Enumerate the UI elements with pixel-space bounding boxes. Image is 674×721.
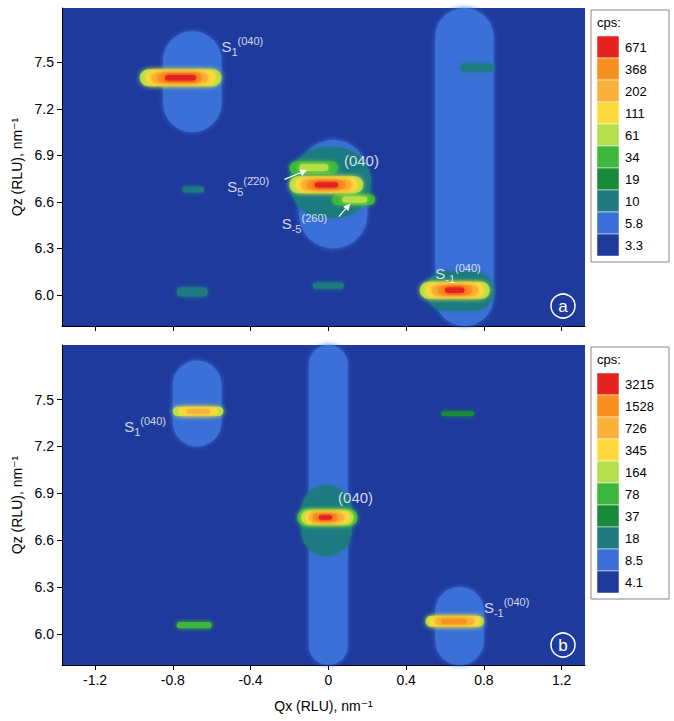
svg-text:(040): (040) (344, 152, 379, 169)
svg-text:-1: -1 (445, 273, 455, 285)
svg-text:111: 111 (625, 106, 645, 121)
svg-text:0: 0 (324, 672, 332, 688)
svg-text:6.9: 6.9 (35, 485, 55, 501)
svg-text:-0.4: -0.4 (239, 672, 263, 688)
svg-text:Qz (RLU), nm⁻¹: Qz (RLU), nm⁻¹ (9, 117, 25, 216)
svg-text:726: 726 (625, 421, 647, 436)
svg-text:368: 368 (625, 62, 647, 77)
svg-text:S: S (221, 38, 231, 55)
svg-text:4.1: 4.1 (625, 575, 643, 590)
svg-text:-0.8: -0.8 (161, 672, 185, 688)
svg-text:S: S (227, 178, 237, 195)
svg-text:7.2: 7.2 (35, 101, 55, 117)
svg-text:34: 34 (625, 150, 639, 165)
svg-text:345: 345 (625, 443, 647, 458)
svg-text:10: 10 (625, 194, 639, 209)
svg-text:6.9: 6.9 (35, 147, 55, 163)
svg-text:1: 1 (231, 46, 237, 58)
svg-text:S: S (435, 265, 445, 282)
svg-text:7.2: 7.2 (35, 438, 55, 454)
svg-text:6.6: 6.6 (35, 532, 55, 548)
svg-text:5.8: 5.8 (625, 216, 643, 231)
svg-text:7.5: 7.5 (35, 392, 55, 408)
svg-text:37: 37 (625, 509, 639, 524)
svg-text:S: S (484, 599, 494, 616)
svg-text:5: 5 (237, 186, 243, 198)
svg-text:19: 19 (625, 172, 639, 187)
svg-text:Qz (RLU), nm⁻¹: Qz (RLU), nm⁻¹ (9, 455, 25, 554)
svg-text:(2̄20): (2̄20) (243, 175, 269, 187)
svg-text:-1.2: -1.2 (83, 672, 107, 688)
svg-text:3.3: 3.3 (625, 238, 643, 253)
svg-text:-1: -1 (494, 607, 504, 619)
svg-text:61: 61 (625, 128, 639, 143)
svg-text:6.0: 6.0 (35, 626, 55, 642)
svg-text:-5: -5 (292, 223, 302, 235)
svg-text:164: 164 (625, 465, 647, 480)
svg-text:(040): (040) (338, 489, 373, 506)
svg-text:6.0: 6.0 (35, 287, 55, 303)
svg-text:202: 202 (625, 84, 647, 99)
svg-text:(040): (040) (455, 262, 481, 274)
svg-text:1.2: 1.2 (552, 672, 572, 688)
svg-text:6.6: 6.6 (35, 194, 55, 210)
svg-text:0.4: 0.4 (396, 672, 416, 688)
svg-text:18: 18 (625, 531, 639, 546)
svg-text:b: b (558, 636, 567, 655)
svg-text:6.3: 6.3 (35, 240, 55, 256)
svg-text:(040): (040) (238, 35, 264, 47)
svg-text:S: S (282, 215, 292, 232)
svg-text:a: a (558, 297, 568, 316)
svg-text:S: S (124, 418, 134, 435)
svg-text:cps:: cps: (597, 352, 621, 367)
svg-text:Qx (RLU), nm⁻¹: Qx (RLU), nm⁻¹ (274, 698, 373, 714)
svg-text:(260): (260) (301, 212, 327, 224)
svg-text:cps:: cps: (597, 15, 621, 30)
svg-text:7.5: 7.5 (35, 54, 55, 70)
svg-text:671: 671 (625, 40, 647, 55)
svg-text:(040): (040) (504, 596, 530, 608)
svg-text:78: 78 (625, 487, 639, 502)
svg-text:3215: 3215 (625, 377, 654, 392)
svg-text:(040): (040) (140, 415, 166, 427)
svg-text:8.5: 8.5 (625, 553, 643, 568)
svg-text:1: 1 (134, 426, 140, 438)
svg-text:0.8: 0.8 (474, 672, 494, 688)
svg-text:1528: 1528 (625, 399, 654, 414)
svg-text:6.3: 6.3 (35, 579, 55, 595)
